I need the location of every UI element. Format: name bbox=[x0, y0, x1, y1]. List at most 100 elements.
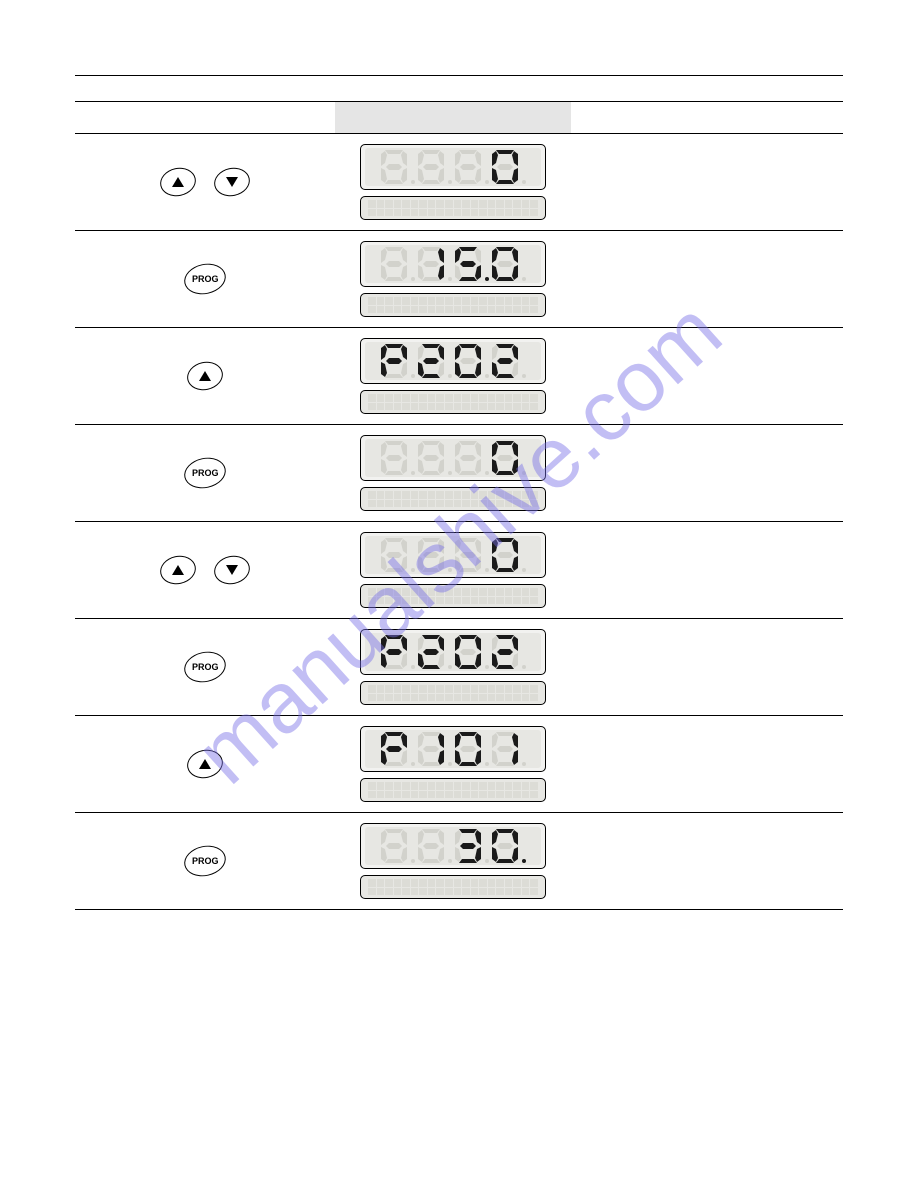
decimal-point bbox=[522, 859, 526, 863]
lcd-bottom bbox=[360, 778, 546, 802]
action-cell bbox=[75, 522, 335, 619]
prog-label: PROG bbox=[192, 274, 219, 284]
dotbar bbox=[368, 491, 538, 507]
action-cell bbox=[75, 716, 335, 813]
lcd-display bbox=[343, 726, 563, 802]
button-group: PROG bbox=[184, 652, 226, 682]
dotbar bbox=[368, 782, 538, 798]
table-row: PROG bbox=[75, 231, 843, 328]
seven-seg-digit bbox=[455, 342, 481, 380]
lcd-top-inner bbox=[365, 245, 541, 283]
seven-seg-digit bbox=[492, 633, 518, 671]
table-row bbox=[75, 328, 843, 425]
description-cell bbox=[571, 619, 843, 716]
decimal-point bbox=[522, 665, 526, 669]
lcd-bottom bbox=[360, 681, 546, 705]
chevron-down-icon bbox=[226, 177, 238, 187]
seven-seg-digit bbox=[381, 342, 407, 380]
seven-seg-digit bbox=[455, 633, 481, 671]
up-button-icon bbox=[157, 553, 198, 588]
seven-seg-digit bbox=[455, 827, 481, 865]
lcd-top-inner bbox=[365, 536, 541, 574]
action-cell: PROG bbox=[75, 231, 335, 328]
decimal-point bbox=[448, 471, 452, 475]
decimal-point bbox=[522, 374, 526, 378]
decimal-point bbox=[448, 277, 452, 281]
decimal-point bbox=[448, 568, 452, 572]
decimal-point bbox=[411, 180, 415, 184]
lcd-top bbox=[360, 338, 546, 384]
table-row: PROG bbox=[75, 619, 843, 716]
seven-seg-digit bbox=[455, 148, 481, 186]
lcd-top-inner bbox=[365, 827, 541, 865]
lcd-top-inner bbox=[365, 342, 541, 380]
table-header-row bbox=[75, 102, 843, 134]
decimal-point bbox=[522, 568, 526, 572]
seven-seg-digit bbox=[381, 633, 407, 671]
decimal-point bbox=[411, 277, 415, 281]
seven-seg-digit bbox=[418, 827, 444, 865]
seven-seg-digit bbox=[455, 245, 481, 283]
button-group bbox=[160, 556, 250, 584]
prog-button-icon: PROG bbox=[181, 648, 228, 686]
lcd-top bbox=[360, 532, 546, 578]
chevron-up-icon bbox=[172, 177, 184, 187]
header-rule bbox=[75, 75, 843, 76]
dotbar bbox=[368, 394, 538, 410]
lcd-top bbox=[360, 726, 546, 772]
description-cell bbox=[571, 813, 843, 910]
seven-seg-digit bbox=[418, 148, 444, 186]
lcd-top-inner bbox=[365, 148, 541, 186]
action-cell: PROG bbox=[75, 425, 335, 522]
decimal-point bbox=[522, 471, 526, 475]
chevron-up-icon bbox=[199, 759, 211, 769]
seven-seg-digit bbox=[418, 536, 444, 574]
lcd-bottom bbox=[360, 487, 546, 511]
lcd-top-inner bbox=[365, 439, 541, 477]
action-cell bbox=[75, 328, 335, 425]
seven-seg-digit bbox=[418, 730, 444, 768]
display-cell bbox=[335, 328, 571, 425]
dotbar bbox=[368, 685, 538, 701]
decimal-point bbox=[485, 665, 489, 669]
header-left bbox=[75, 102, 335, 134]
lcd-top bbox=[360, 823, 546, 869]
decimal-point bbox=[411, 568, 415, 572]
seven-seg-digit bbox=[381, 536, 407, 574]
decimal-point bbox=[522, 180, 526, 184]
action-cell: PROG bbox=[75, 813, 335, 910]
lcd-top-inner bbox=[365, 730, 541, 768]
header-right bbox=[571, 102, 843, 134]
decimal-point bbox=[411, 859, 415, 863]
lcd-bottom bbox=[360, 584, 546, 608]
decimal-point bbox=[485, 471, 489, 475]
lcd-display bbox=[343, 144, 563, 220]
decimal-point bbox=[448, 374, 452, 378]
decimal-point bbox=[485, 859, 489, 863]
seven-seg-digit bbox=[381, 827, 407, 865]
lcd-top-inner bbox=[365, 633, 541, 671]
table-row: PROG bbox=[75, 813, 843, 910]
display-cell bbox=[335, 231, 571, 328]
decimal-point bbox=[448, 665, 452, 669]
header-mid bbox=[335, 102, 571, 134]
chevron-up-icon bbox=[172, 565, 184, 575]
seven-seg-digit bbox=[455, 439, 481, 477]
lcd-bottom bbox=[360, 875, 546, 899]
down-button-icon bbox=[211, 165, 252, 200]
decimal-point bbox=[411, 762, 415, 766]
decimal-point bbox=[522, 762, 526, 766]
prog-label: PROG bbox=[192, 856, 219, 866]
lcd-top bbox=[360, 241, 546, 287]
chevron-down-icon bbox=[226, 565, 238, 575]
display-cell bbox=[335, 522, 571, 619]
seven-seg-digit bbox=[381, 148, 407, 186]
decimal-point bbox=[411, 665, 415, 669]
decimal-point bbox=[485, 180, 489, 184]
button-group bbox=[160, 168, 250, 196]
seven-seg-digit bbox=[381, 439, 407, 477]
chevron-up-icon bbox=[199, 371, 211, 381]
lcd-display bbox=[343, 241, 563, 317]
seven-seg-digit bbox=[492, 245, 518, 283]
up-button-icon bbox=[157, 165, 198, 200]
